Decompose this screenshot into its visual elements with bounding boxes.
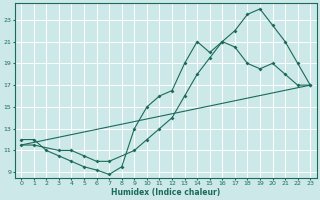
X-axis label: Humidex (Indice chaleur): Humidex (Indice chaleur) (111, 188, 220, 197)
